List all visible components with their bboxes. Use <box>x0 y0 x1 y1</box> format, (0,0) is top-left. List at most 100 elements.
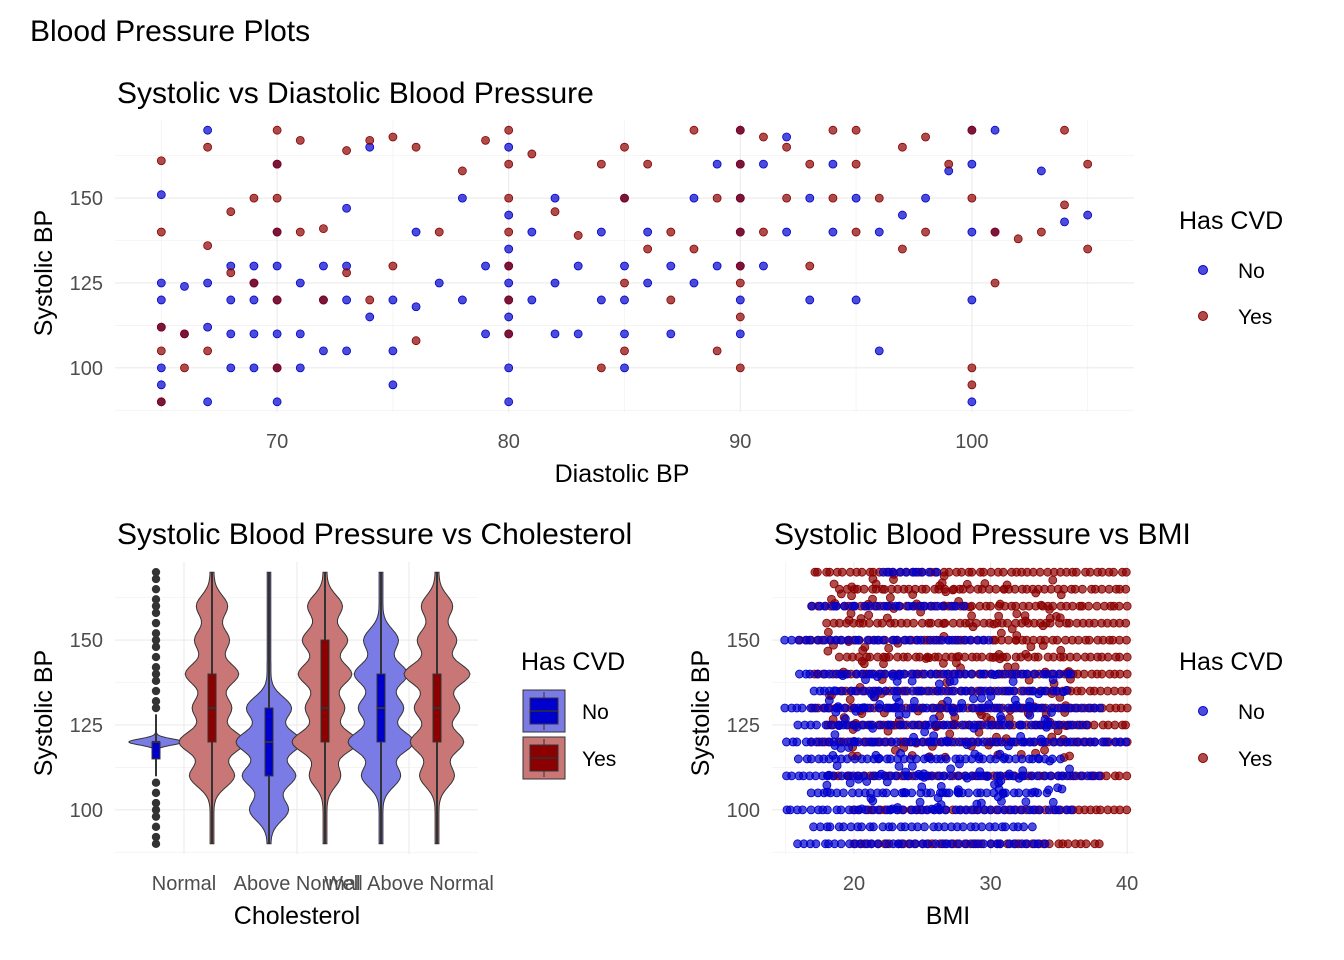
data-point-no <box>1047 708 1056 717</box>
data-point-no <box>997 737 1006 747</box>
data-point-yes <box>1064 618 1074 628</box>
data-point-yes <box>620 346 629 356</box>
data-point-yes <box>1010 662 1020 672</box>
data-point-no <box>907 788 917 798</box>
data-point-no <box>958 822 968 832</box>
data-point-no <box>295 329 305 339</box>
data-point-no <box>1017 805 1027 815</box>
data-point-yes <box>977 652 987 662</box>
data-point-no <box>1121 737 1131 747</box>
data-point-no <box>643 227 653 237</box>
data-point-no <box>434 278 444 288</box>
data-point-yes <box>249 278 259 288</box>
data-point-no <box>920 822 929 832</box>
data-point-no <box>907 761 917 771</box>
data-point-no <box>226 295 236 305</box>
data-point-yes <box>998 567 1008 577</box>
data-point-yes <box>1079 669 1089 679</box>
data-point-yes <box>921 227 930 237</box>
data-point-yes <box>864 610 874 620</box>
data-point-yes <box>1084 635 1094 645</box>
data-point-yes <box>999 584 1009 594</box>
data-point-no <box>840 714 850 724</box>
data-point-no <box>782 132 792 142</box>
data-point-no <box>857 822 866 832</box>
data-point-no <box>995 839 1005 849</box>
data-point-no <box>1045 756 1055 766</box>
data-point-no <box>837 686 847 696</box>
data-point-no <box>868 737 878 747</box>
data-point-yes <box>1097 584 1107 594</box>
data-point-yes <box>980 579 990 588</box>
data-point-no <box>829 686 839 696</box>
data-point-yes <box>884 643 894 653</box>
cholesterol-violin-panel: Systolic Blood Pressure vs Cholesterol 1… <box>30 518 632 930</box>
y-tick-label: 100 <box>727 800 760 822</box>
data-point-no <box>964 788 973 798</box>
data-point-no <box>272 329 282 339</box>
x-axis-label: BMI <box>926 902 970 930</box>
data-point-no <box>1024 701 1034 711</box>
data-point-no <box>812 720 821 730</box>
data-point-no <box>319 346 328 356</box>
data-point-yes <box>1038 621 1048 631</box>
data-point-yes <box>1114 771 1124 781</box>
data-point-yes <box>982 712 991 722</box>
data-point-no <box>272 397 282 407</box>
outlier-point <box>151 703 161 713</box>
data-point-yes <box>620 278 629 288</box>
outlier-point <box>151 574 161 584</box>
data-point-yes <box>1122 686 1132 696</box>
data-point-no <box>527 227 537 237</box>
data-point-no <box>876 769 886 779</box>
data-point-no <box>892 737 902 747</box>
data-point-yes <box>226 207 236 217</box>
data-point-no <box>874 346 884 356</box>
data-point-no <box>504 210 514 220</box>
outlier-point <box>151 652 161 662</box>
legend: Has CVD No Yes <box>1179 648 1283 771</box>
data-point-no <box>1021 797 1031 807</box>
data-point-no <box>481 261 490 271</box>
data-point-no <box>1008 677 1018 686</box>
data-point-no <box>882 777 892 787</box>
panel-title: Systolic Blood Pressure vs Cholesterol <box>117 518 632 551</box>
data-point-no <box>1081 720 1091 730</box>
data-point-no <box>792 737 802 747</box>
data-point-yes <box>481 135 490 145</box>
data-point-no <box>840 703 850 713</box>
data-point-yes <box>1004 635 1013 645</box>
data-point-no <box>1030 669 1040 679</box>
data-point-yes <box>1081 839 1091 849</box>
data-point-yes <box>782 193 792 203</box>
data-point-no <box>805 193 815 203</box>
data-point-yes <box>689 244 699 254</box>
data-point-no <box>1004 769 1014 779</box>
data-point-no <box>822 780 832 790</box>
data-point-no <box>156 278 166 288</box>
data-point-yes <box>968 622 978 632</box>
data-point-no <box>832 601 841 611</box>
data-point-yes <box>735 261 745 271</box>
y-axis-label: Systolic BP <box>30 650 58 776</box>
data-point-yes <box>880 584 889 594</box>
data-point-no <box>839 788 848 798</box>
violin-group-yes <box>291 571 359 845</box>
outlier-point <box>151 601 161 611</box>
data-point-yes <box>828 193 838 203</box>
data-point-no <box>1040 839 1050 849</box>
data-point-no <box>881 788 891 798</box>
data-point-yes <box>1074 635 1083 645</box>
data-point-yes <box>226 268 236 278</box>
data-point-yes <box>1115 652 1124 662</box>
data-point-yes <box>596 363 606 373</box>
legend-key-no <box>1198 265 1208 275</box>
data-point-no <box>1017 720 1027 730</box>
data-point-no <box>966 635 975 645</box>
data-point-yes <box>272 227 282 237</box>
data-point-no <box>998 789 1008 799</box>
data-point-no <box>1056 754 1065 764</box>
data-point-no <box>226 329 236 339</box>
data-point-no <box>894 671 904 680</box>
